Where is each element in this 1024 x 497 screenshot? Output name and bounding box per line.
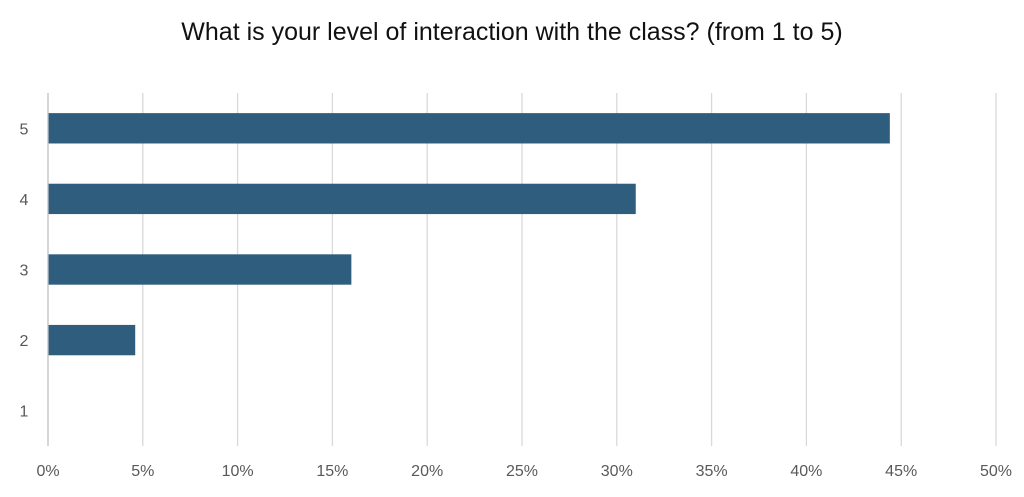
x-tick-label: 15% <box>316 463 348 480</box>
x-tick-label: 25% <box>506 463 538 480</box>
x-tick-label: 35% <box>696 463 728 480</box>
chart-title: What is your level of interaction with t… <box>181 18 843 46</box>
y-tick-label: 4 <box>20 192 29 209</box>
x-tick-label: 50% <box>980 463 1012 480</box>
bar-5 <box>48 113 890 144</box>
y-tick-labels: 5 4 3 2 1 <box>20 121 29 420</box>
y-tick-label: 3 <box>20 263 29 280</box>
x-tick-label: 30% <box>601 463 633 480</box>
x-tick-label: 5% <box>131 463 154 480</box>
y-tick-label: 2 <box>20 333 29 350</box>
x-tick-label: 40% <box>790 463 822 480</box>
x-tick-label: 20% <box>411 463 443 480</box>
y-tick-label: 1 <box>20 404 29 421</box>
x-tick-labels: 0% 5% 10% 15% 20% 25% 30% 35% 40% 45% 50% <box>36 463 1012 480</box>
bar-3 <box>48 254 352 285</box>
x-tick-label: 10% <box>222 463 254 480</box>
x-tick-label: 45% <box>885 463 917 480</box>
bar-4 <box>48 183 636 215</box>
y-tick-label: 5 <box>20 121 29 138</box>
bar-2 <box>48 324 136 356</box>
x-tick-label: 0% <box>36 463 59 480</box>
bars <box>48 113 890 356</box>
